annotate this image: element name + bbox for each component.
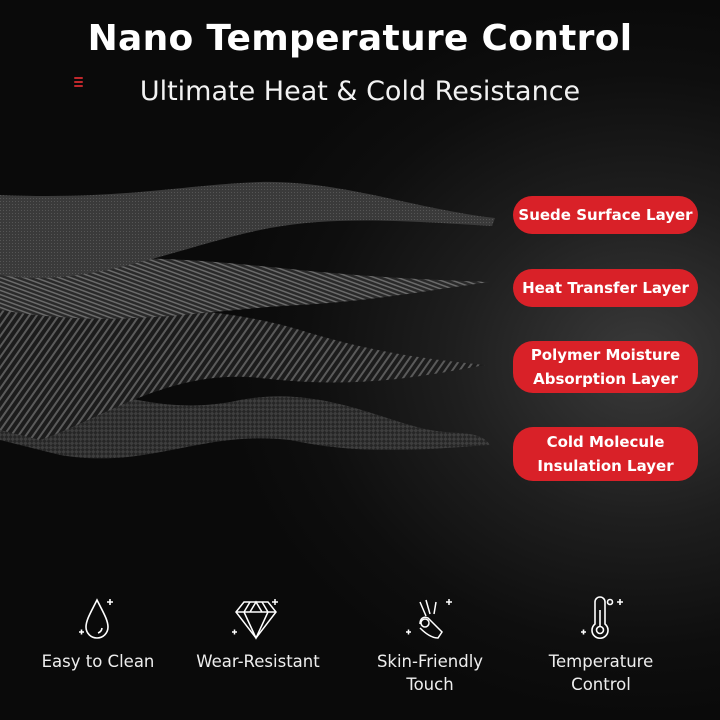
heat-transfer-layer-shape <box>0 258 490 319</box>
feature-label: Skin-Friendly <box>376 652 484 671</box>
feature-label: Control <box>571 675 631 694</box>
page-title: Nano Temperature Control <box>87 18 633 59</box>
badge-label-line: Polymer Moisture <box>530 346 681 364</box>
feature-easy-to-clean: Easy to Clean <box>18 596 178 673</box>
feature-label: Temperature <box>548 652 654 671</box>
badge-label: Heat Transfer Layer <box>522 279 689 297</box>
feature-skin-friendly-touch: Skin-Friendly Touch <box>350 596 510 696</box>
moisture-layer-shape <box>0 300 485 440</box>
page-subtitle: Ultimate Heat & Cold Resistance <box>139 76 581 107</box>
badge-heat-transfer-layer: Heat Transfer Layer <box>513 269 698 307</box>
badge-suede-surface-layer: Suede Surface Layer <box>513 196 698 234</box>
badge-cold-molecule-layer: Cold Molecule Insulation Layer <box>513 427 698 481</box>
suede-layer-shape <box>0 181 495 279</box>
badge-polymer-moisture-layer: Polymer Moisture Absorption Layer <box>513 341 698 393</box>
badge-label-line: Cold Molecule <box>546 433 665 451</box>
material-layers-illustration <box>0 181 495 459</box>
feature-label: Wear-Resistant <box>196 652 320 671</box>
feature-label: Touch <box>406 675 454 694</box>
badge-label-line: Insulation Layer <box>537 457 674 475</box>
thermometer-icon <box>581 596 623 639</box>
feature-temperature-control: Temperature Control <box>521 596 681 696</box>
ok-hand-icon <box>406 599 452 639</box>
badge-label-line: Absorption Layer <box>533 370 678 388</box>
badge-label: Suede Surface Layer <box>518 206 693 224</box>
feature-label: Easy to Clean <box>41 652 155 671</box>
water-drop-icon <box>79 598 113 639</box>
insulation-layer-shape <box>0 360 490 459</box>
diamond-icon <box>232 599 278 640</box>
feature-wear-resistant: Wear-Resistant <box>178 596 338 673</box>
menu-mark-icon <box>74 77 83 89</box>
